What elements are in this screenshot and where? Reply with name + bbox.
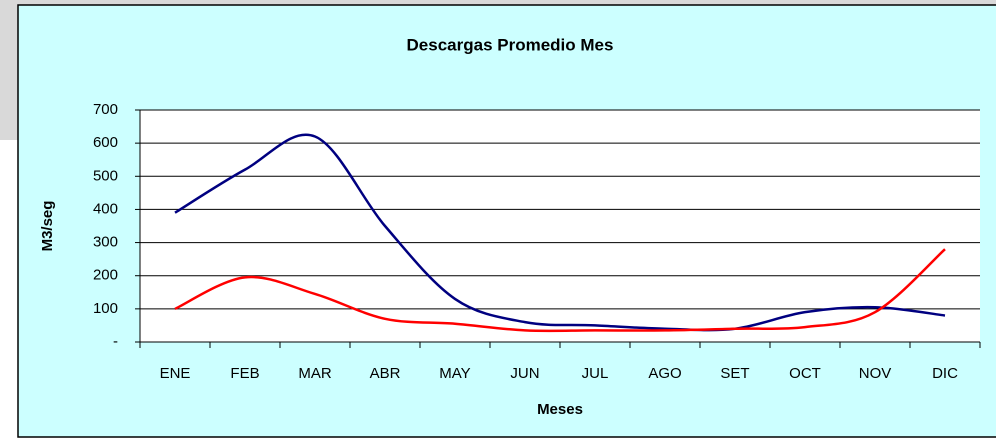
x-tick-label: JUL <box>582 365 609 382</box>
chart-title: Descargas Promedio Mes <box>407 35 614 54</box>
x-tick-label: OCT <box>789 365 821 382</box>
x-tick-label: NOV <box>859 365 892 382</box>
y-tick-label: 600 <box>93 134 118 151</box>
y-tick-label: 300 <box>93 234 118 251</box>
x-tick-label: JUN <box>510 365 539 382</box>
x-tick-label: AGO <box>648 365 681 382</box>
y-tick-label: 100 <box>93 300 118 317</box>
x-tick-label: MAY <box>439 365 470 382</box>
y-tick-label: 500 <box>93 167 118 184</box>
x-tick-label: FEB <box>230 365 259 382</box>
x-tick-label: DIC <box>932 365 958 382</box>
y-axis-title: M3/seg <box>39 201 56 252</box>
x-tick-label: MAR <box>298 365 332 382</box>
x-tick-label: ABR <box>370 365 401 382</box>
x-axis-title: Meses <box>537 401 583 418</box>
y-tick-label: 400 <box>93 200 118 217</box>
x-tick-label: ENE <box>160 365 191 382</box>
y-tick-label: - <box>113 333 118 350</box>
x-tick-label: SET <box>720 365 749 382</box>
y-tick-label: 200 <box>93 267 118 284</box>
data-line <box>174 248 946 333</box>
data-line <box>174 133 946 332</box>
y-tick-label: 700 <box>93 101 118 118</box>
plot-area <box>140 110 980 342</box>
